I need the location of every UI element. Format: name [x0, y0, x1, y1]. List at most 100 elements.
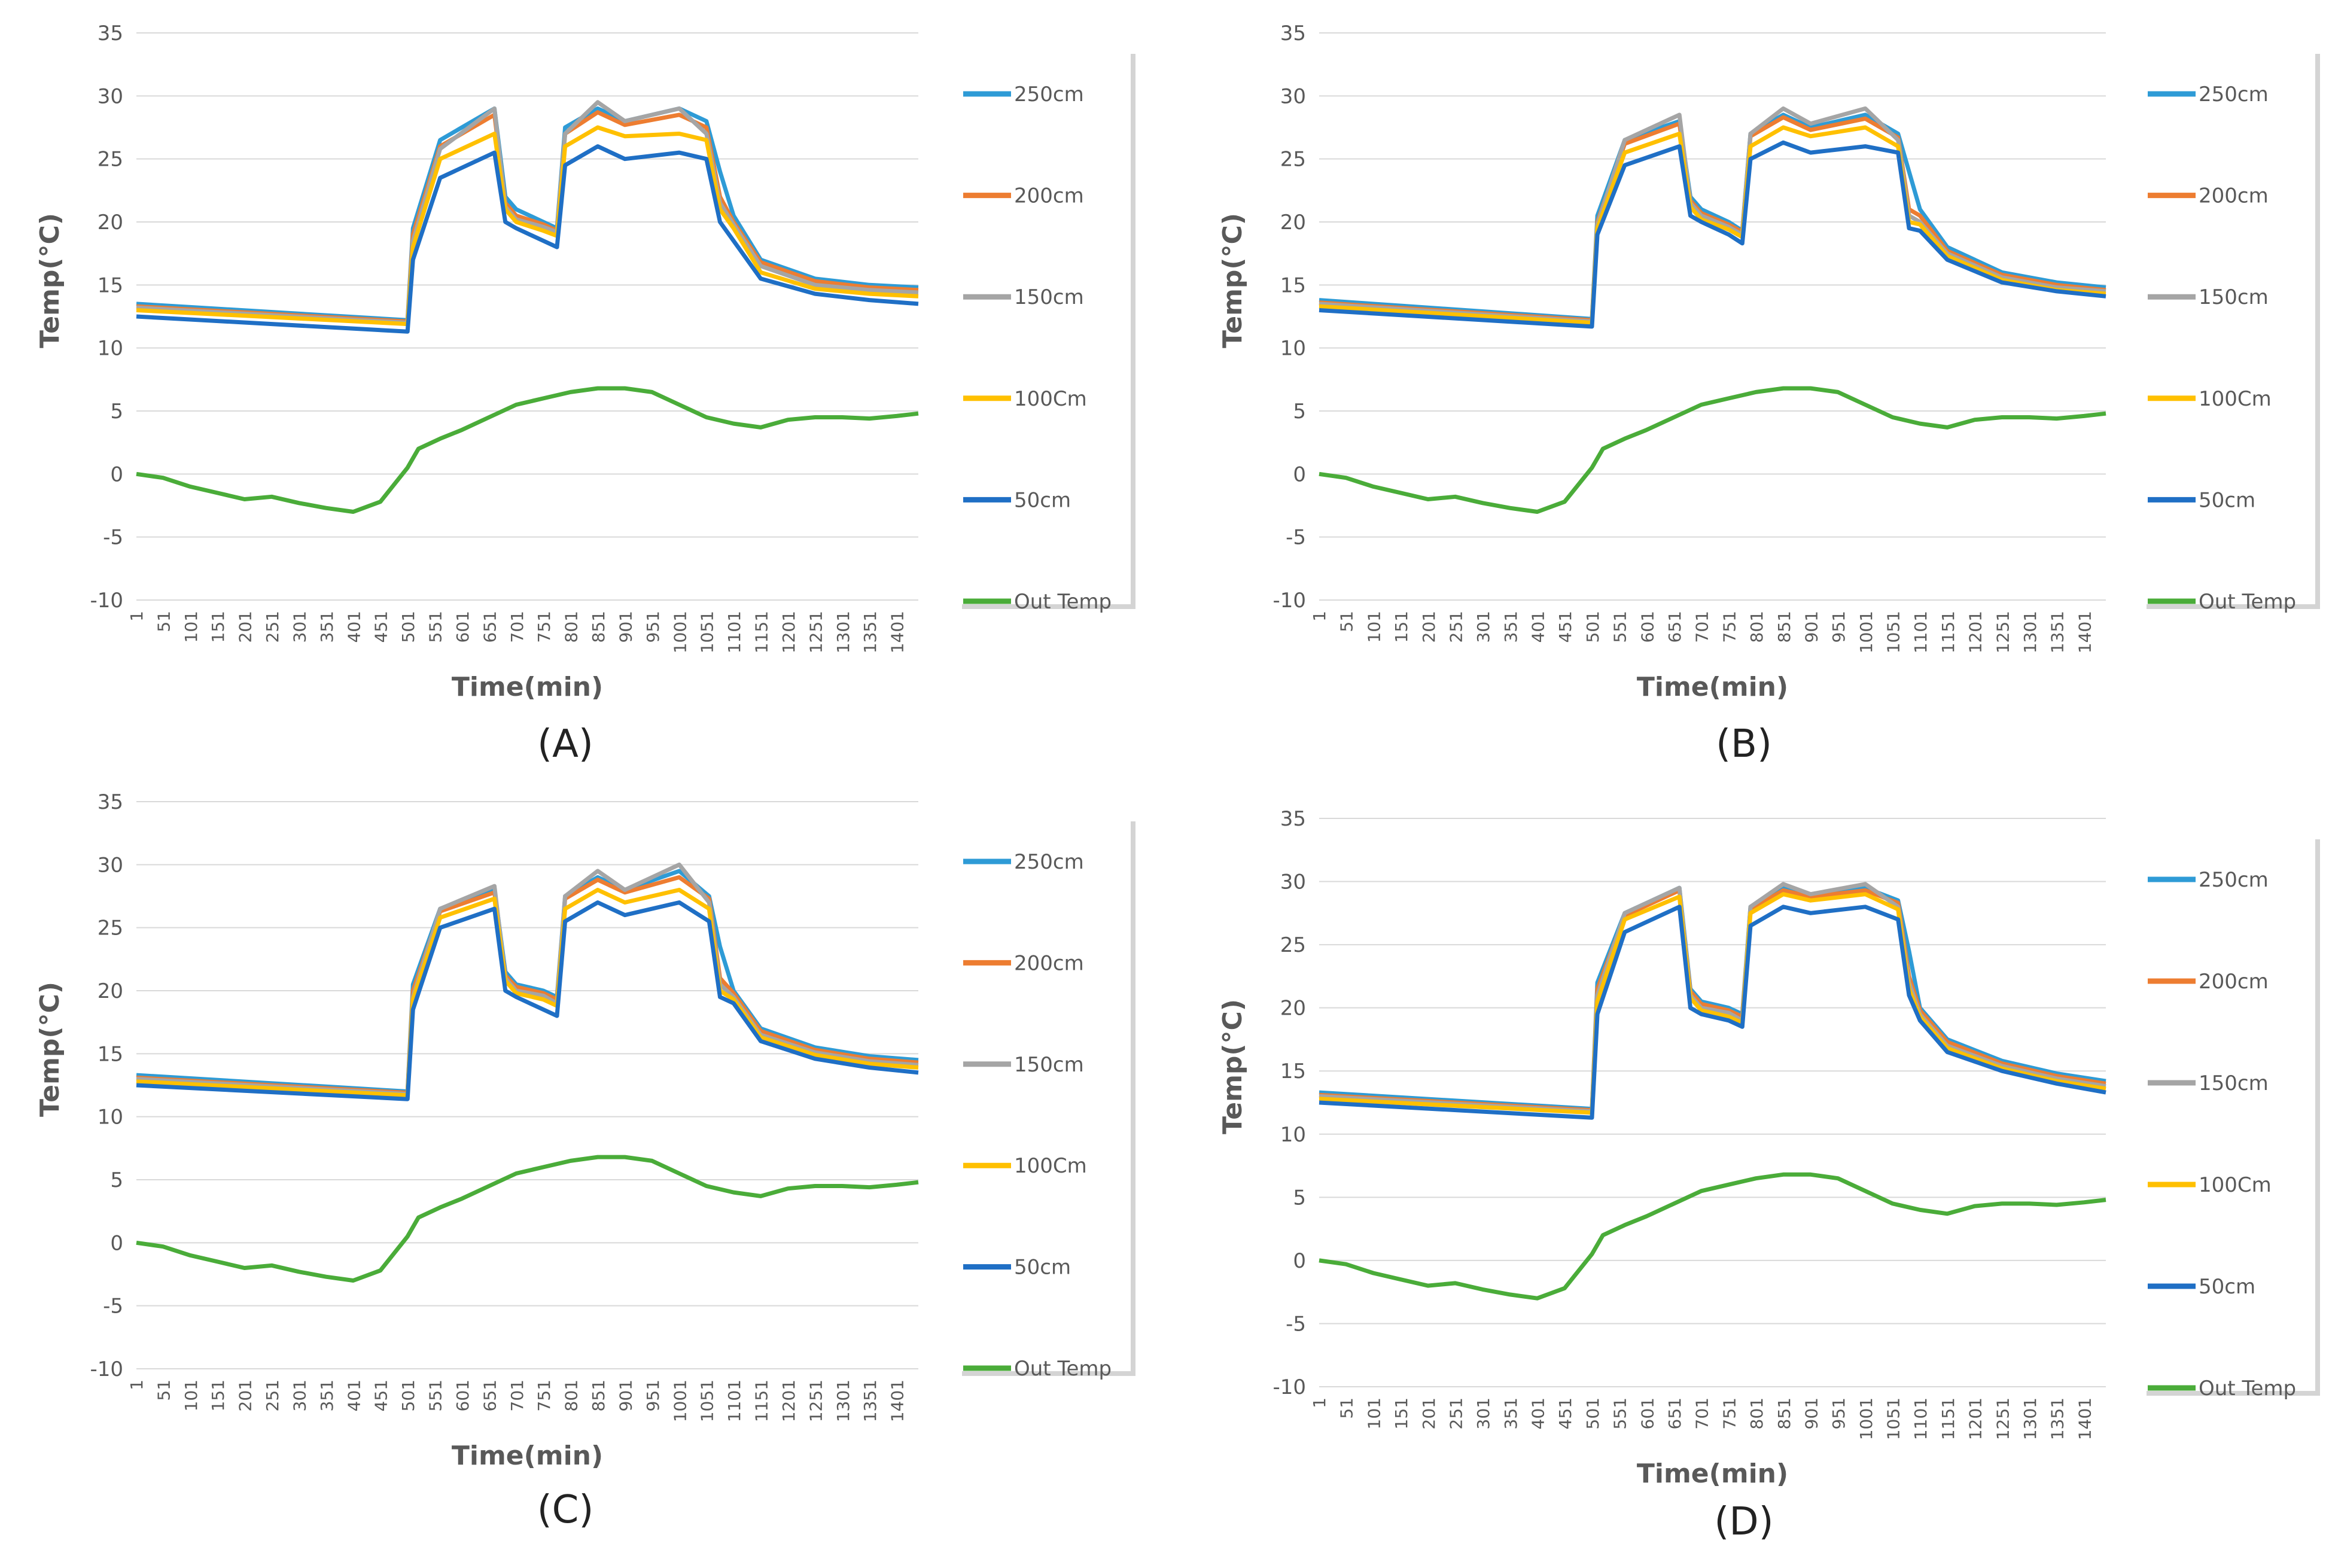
- x-tick-label: 601: [1637, 1398, 1657, 1429]
- legend-box: [2142, 49, 2315, 604]
- x-tick-label: 1: [1310, 1398, 1329, 1408]
- x-tick-label: 701: [1692, 1398, 1712, 1429]
- x-tick-label: 851: [1774, 1398, 1794, 1429]
- legend-label: 250cm: [1014, 850, 1084, 874]
- legend: 250cm 200cm 150cm 100Cm 50cm Out Temp: [2142, 835, 2320, 1400]
- x-tick-label: 1351: [2048, 1398, 2068, 1440]
- x-tick-label: 951: [643, 1380, 663, 1411]
- x-tick-label: 301: [1473, 1398, 1493, 1429]
- x-tick-label: 201: [236, 1380, 255, 1411]
- x-tick-label: 1: [127, 1380, 147, 1390]
- series-line: [1319, 140, 2106, 329]
- x-tick-label: 1151: [1938, 611, 1958, 653]
- x-tick-label: 1401: [2075, 611, 2094, 653]
- x-tick-label: 851: [1774, 611, 1794, 643]
- legend-box: [957, 817, 1131, 1371]
- x-tick-label: 701: [507, 611, 527, 643]
- x-tick-label: 1051: [1884, 1398, 1904, 1440]
- series-line: [1319, 885, 2106, 1112]
- x-tick-label: 1401: [888, 611, 908, 653]
- x-tick-label: 651: [1665, 1398, 1685, 1429]
- panel-label: (A): [537, 722, 593, 766]
- x-tick-label: 951: [1829, 1398, 1849, 1429]
- x-tick-label: 1151: [752, 611, 772, 653]
- legend-label: Out Temp: [2199, 590, 2296, 614]
- x-tick-label: 1001: [1856, 1398, 1876, 1440]
- series-line: [136, 869, 919, 1094]
- x-tick-label: 201: [1419, 611, 1439, 643]
- legend-label: 250cm: [2199, 868, 2269, 892]
- y-tick-label: 0: [110, 462, 123, 486]
- x-tick-label: 551: [1610, 1398, 1630, 1429]
- x-tick-label: 251: [1446, 611, 1466, 643]
- x-tick-label: 951: [643, 611, 663, 643]
- series-line: [1319, 892, 2106, 1115]
- panel-label: (C): [537, 1488, 594, 1532]
- x-tick-label: 801: [562, 1380, 582, 1411]
- legend: 250cm 200cm 150cm 100Cm 50cm Out Temp: [2142, 49, 2320, 614]
- y-tick-label: 20: [1280, 997, 1306, 1021]
- y-tick-label: 5: [110, 400, 123, 424]
- x-tick-label: 1251: [1993, 611, 2013, 653]
- x-tick-label: 1251: [806, 1380, 826, 1422]
- legend-label: 150cm: [1014, 285, 1084, 309]
- x-tick-label: 651: [1665, 611, 1685, 643]
- y-tick-label: 20: [98, 979, 123, 1003]
- x-tick-label: 1401: [888, 1380, 908, 1422]
- x-tick-label: 1201: [1966, 611, 1986, 653]
- x-tick-label: 751: [534, 611, 554, 643]
- legend-label: 50cm: [1014, 1256, 1071, 1280]
- x-tick-label: 1301: [2020, 611, 2040, 653]
- y-tick-label: 35: [98, 22, 123, 45]
- x-tick-label: 801: [1747, 611, 1767, 643]
- x-tick-label: 501: [1583, 1398, 1603, 1429]
- x-tick-label: 1001: [670, 611, 690, 653]
- legend-label: Out Temp: [1014, 1357, 1112, 1381]
- series-line: [136, 862, 919, 1097]
- x-tick-label: 951: [1829, 611, 1849, 643]
- x-tick-label: 101: [1364, 1398, 1384, 1429]
- y-tick-label: -5: [1286, 526, 1306, 550]
- x-tick-label: 1051: [698, 1380, 717, 1422]
- x-tick-label: 1201: [1966, 1398, 1986, 1440]
- x-tick-label: 551: [1610, 611, 1630, 643]
- x-tick-label: 151: [1392, 611, 1411, 643]
- y-axis-title: Temp(°C): [1217, 213, 1248, 348]
- legend-label: 150cm: [2199, 1071, 2269, 1095]
- x-tick-label: 351: [1501, 1398, 1521, 1429]
- x-tick-label: 501: [398, 1380, 418, 1411]
- series-line: [136, 386, 919, 514]
- x-tick-label: 1201: [779, 611, 799, 653]
- x-tick-label: 301: [290, 611, 309, 643]
- x-tick-label: 451: [372, 1380, 391, 1411]
- x-tick-label: 901: [1801, 1398, 1821, 1429]
- x-tick-label: 701: [1692, 611, 1712, 643]
- panel-label: (D): [1714, 1500, 1773, 1544]
- y-tick-label: 0: [1293, 462, 1306, 486]
- legend-label: 200cm: [1014, 951, 1084, 975]
- x-tick-label: 1401: [2075, 1398, 2094, 1440]
- x-tick-label: 1151: [1938, 1398, 1958, 1440]
- x-tick-label: 301: [290, 1380, 309, 1411]
- y-tick-label: 10: [98, 337, 123, 361]
- x-axis-title: Time(min): [452, 672, 603, 702]
- x-tick-label: 251: [263, 611, 282, 643]
- y-tick-label: 35: [1280, 807, 1306, 831]
- x-tick-label: 51: [154, 611, 173, 632]
- x-tick-label: 1351: [860, 611, 880, 653]
- x-tick-label: 451: [1555, 611, 1575, 643]
- legend-box: [957, 49, 1131, 604]
- x-tick-label: 1101: [1911, 611, 1931, 653]
- x-tick-label: 251: [263, 1380, 282, 1411]
- legend-label: 200cm: [2199, 184, 2269, 208]
- series-line: [136, 100, 919, 325]
- legend-label: 100Cm: [1014, 387, 1087, 411]
- x-tick-label: 151: [1392, 1398, 1411, 1429]
- x-tick-label: 351: [1501, 611, 1521, 643]
- y-tick-label: 0: [1293, 1249, 1306, 1273]
- legend-label: 150cm: [2199, 285, 2269, 309]
- y-tick-label: -5: [103, 1295, 123, 1319]
